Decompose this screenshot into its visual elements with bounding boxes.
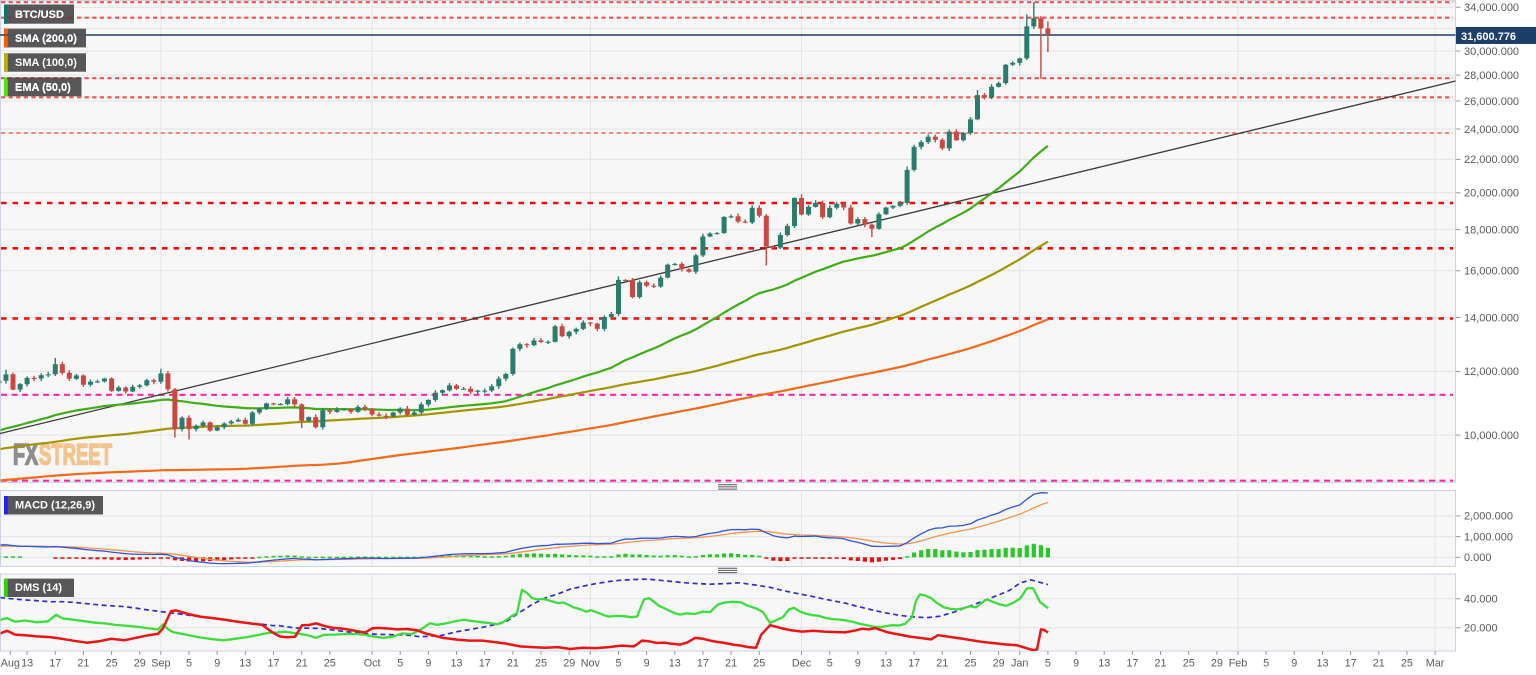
svg-text:21: 21 [1373,658,1385,670]
svg-text:21: 21 [1154,658,1166,670]
svg-text:5: 5 [186,658,192,670]
svg-text:25: 25 [535,658,547,670]
svg-text:EMA (50,0): EMA (50,0) [15,82,71,94]
svg-text:Nov: Nov [581,658,601,670]
svg-text:12,000.000: 12,000.000 [1464,366,1519,378]
svg-text:13: 13 [239,658,251,670]
svg-text:21: 21 [936,658,948,670]
svg-text:BTC/USD: BTC/USD [15,9,64,21]
svg-text:SMA (200,0): SMA (200,0) [15,33,77,45]
svg-text:28,000.000: 28,000.000 [1464,70,1519,82]
svg-text:FX: FX [13,439,38,472]
svg-text:29: 29 [563,658,575,670]
svg-text:25: 25 [324,658,336,670]
svg-text:20,000.000: 20,000.000 [1464,188,1519,200]
svg-text:9: 9 [425,658,431,670]
svg-text:29: 29 [1211,658,1223,670]
svg-text:10,000.000: 10,000.000 [1464,430,1519,442]
svg-text:0.000: 0.000 [1464,552,1492,564]
svg-text:13: 13 [1316,658,1328,670]
svg-text:13: 13 [1098,658,1110,670]
svg-text:31,600.776: 31,600.776 [1461,31,1516,43]
svg-text:17: 17 [697,658,709,670]
svg-text:EMA (50,0): EMA (50,0) [15,82,71,94]
svg-text:21: 21 [507,658,519,670]
svg-text:40.000: 40.000 [1464,594,1498,606]
svg-text:5: 5 [615,658,621,670]
svg-text:17: 17 [908,658,920,670]
svg-text:Feb: Feb [1229,658,1248,670]
svg-text:SMA (100,0): SMA (100,0) [15,57,77,69]
svg-text:2,000.000: 2,000.000 [1464,511,1513,523]
svg-text:9: 9 [855,658,861,670]
svg-text:5: 5 [1263,658,1269,670]
svg-text:17: 17 [479,658,491,670]
svg-text:25: 25 [1401,658,1413,670]
svg-text:21: 21 [725,658,737,670]
svg-text:9: 9 [1291,658,1297,670]
svg-text:25: 25 [964,658,976,670]
svg-text:9: 9 [1073,658,1079,670]
svg-text:21: 21 [296,658,308,670]
svg-text:22,000.000: 22,000.000 [1464,154,1519,166]
svg-text:Aug: Aug [1,658,20,670]
svg-text:13: 13 [880,658,892,670]
svg-text:30,000.000: 30,000.000 [1464,46,1519,58]
svg-text:BTC/USD: BTC/USD [15,9,64,21]
svg-text:9: 9 [644,658,650,670]
svg-text:5: 5 [827,658,833,670]
svg-text:Dec: Dec [792,658,812,670]
svg-text:17: 17 [1345,658,1357,670]
svg-text:Sep: Sep [151,658,170,670]
svg-text:34,000.000: 34,000.000 [1464,2,1519,14]
svg-text:26,000.000: 26,000.000 [1464,96,1519,108]
svg-text:25: 25 [106,658,118,670]
svg-text:Mar: Mar [1426,658,1445,670]
svg-text:9: 9 [214,658,220,670]
svg-text:29: 29 [134,658,146,670]
svg-text:29: 29 [993,658,1005,670]
svg-text:Jan: Jan [1011,658,1028,670]
svg-text:13: 13 [450,658,462,670]
svg-text:21: 21 [77,658,89,670]
svg-text:18,000.000: 18,000.000 [1464,224,1519,236]
svg-text:16,000.000: 16,000.000 [1464,266,1519,278]
svg-text:24,000.000: 24,000.000 [1464,124,1519,136]
svg-text:17: 17 [267,658,279,670]
svg-text:14,000.000: 14,000.000 [1464,312,1519,324]
svg-text:1,000.000: 1,000.000 [1464,531,1513,543]
svg-text:DMS (14): DMS (14) [15,582,62,594]
svg-text:17: 17 [1126,658,1138,670]
svg-text:17: 17 [49,658,61,670]
svg-text:20.000: 20.000 [1464,623,1498,635]
svg-text:MACD (12,26,9): MACD (12,26,9) [15,500,95,512]
svg-text:5: 5 [1045,658,1051,670]
svg-text:25: 25 [1183,658,1195,670]
svg-text:13: 13 [669,658,681,670]
svg-text:Oct: Oct [364,658,381,670]
svg-text:25: 25 [753,658,765,670]
svg-text:13: 13 [21,658,33,670]
svg-text:5: 5 [397,658,403,670]
